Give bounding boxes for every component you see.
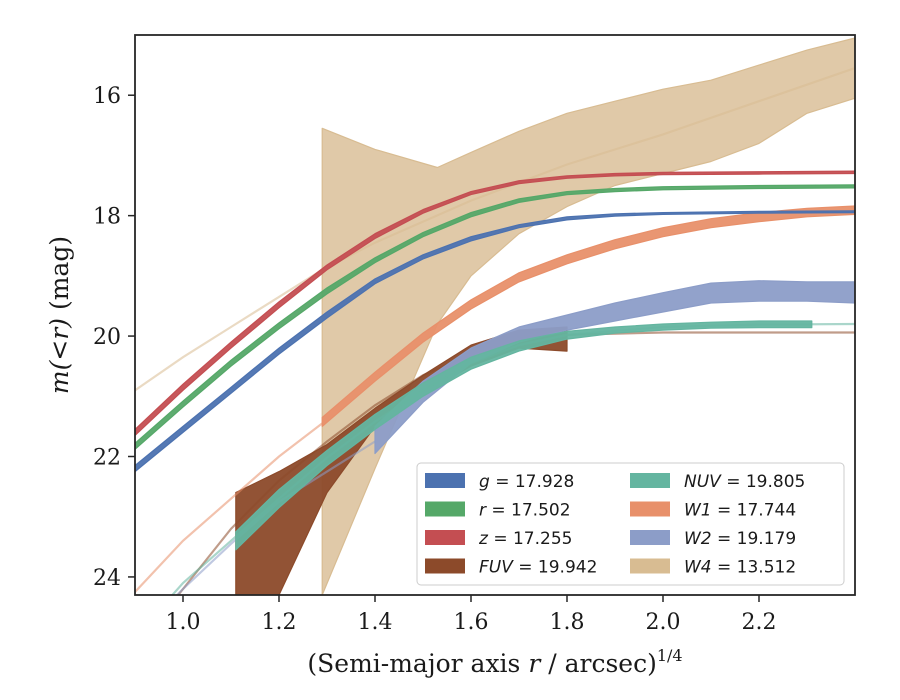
y-axis-label-unit: (mag) <box>45 236 74 318</box>
series-w4-band <box>321 37 855 595</box>
legend-swatch-fuv <box>425 558 465 574</box>
legend-swatch-z <box>425 530 465 545</box>
legend-swatch-g <box>425 473 465 488</box>
y-axis-ticks: 16 18 20 22 24 <box>93 84 135 591</box>
x-tick-label: 2.2 <box>742 610 777 635</box>
series-layer <box>135 37 855 595</box>
x-axis-label: (Semi-major axis r / arcsec)1/4 <box>307 646 682 678</box>
legend-label-w1: W1 = 17.744 <box>684 501 796 521</box>
x-tick-label: 1.2 <box>262 610 297 635</box>
legend-label-fuv: FUV = 19.942 <box>479 558 597 578</box>
x-axis-ticks: 1.0 1.2 1.4 1.6 1.8 2.0 2.2 <box>166 595 777 635</box>
legend-entries: g = 17.928 r = 17.502 z = 17.255 FUV = 19.9… <box>425 472 805 578</box>
legend-frame <box>416 462 845 586</box>
legend-label-g: g = 17.928 <box>479 472 574 492</box>
series-w1-extrapolation <box>135 422 323 593</box>
legend-swatch-nuv <box>630 473 670 488</box>
legend-swatch-w4 <box>630 558 670 574</box>
y-tick-label: 24 <box>93 566 121 591</box>
y-tick-label: 18 <box>93 205 121 230</box>
x-axis-label-var: r <box>528 649 542 678</box>
legend-label-w2: W2 = 19.179 <box>684 529 796 549</box>
series-z-band <box>135 170 855 436</box>
x-tick-label: 1.8 <box>550 610 585 635</box>
y-axis-label: m(<r) (mag) <box>45 236 74 394</box>
plot-frame <box>134 34 856 596</box>
legend-swatch-w1 <box>630 501 670 517</box>
series-fuv-band <box>235 326 568 595</box>
y-tick-label: 16 <box>93 84 121 109</box>
legend-swatch-w2 <box>630 530 670 545</box>
y-axis-label-var: m(<r) <box>45 318 74 394</box>
legend-label-w4: W4 = 13.512 <box>684 558 796 578</box>
series-w1-band <box>321 205 855 427</box>
x-tick-label: 2.0 <box>646 610 681 635</box>
legend-label-r: r = 17.502 <box>479 501 571 521</box>
x-axis-label-main: (Semi-major axis <box>307 649 528 678</box>
legend: g = 17.928 r = 17.502 z = 17.255 FUV = 19.9… <box>416 462 845 586</box>
x-tick-label: 1.6 <box>454 610 489 635</box>
y-tick-label: 20 <box>93 325 121 350</box>
legend-label-z: z = 17.255 <box>478 529 572 549</box>
legend-swatch-r <box>425 501 465 517</box>
y-tick-label: 22 <box>93 446 121 471</box>
x-axis-label-rest: / arcsec) <box>540 649 657 678</box>
series-nuv-band <box>235 320 813 551</box>
x-tick-label: 1.4 <box>358 610 393 635</box>
x-tick-label: 1.0 <box>166 610 201 635</box>
series-g-band <box>135 210 855 473</box>
legend-label-nuv: NUV = 19.805 <box>684 472 805 492</box>
x-axis-label-exponent: 1/4 <box>657 646 683 665</box>
series-r-band <box>135 184 855 450</box>
